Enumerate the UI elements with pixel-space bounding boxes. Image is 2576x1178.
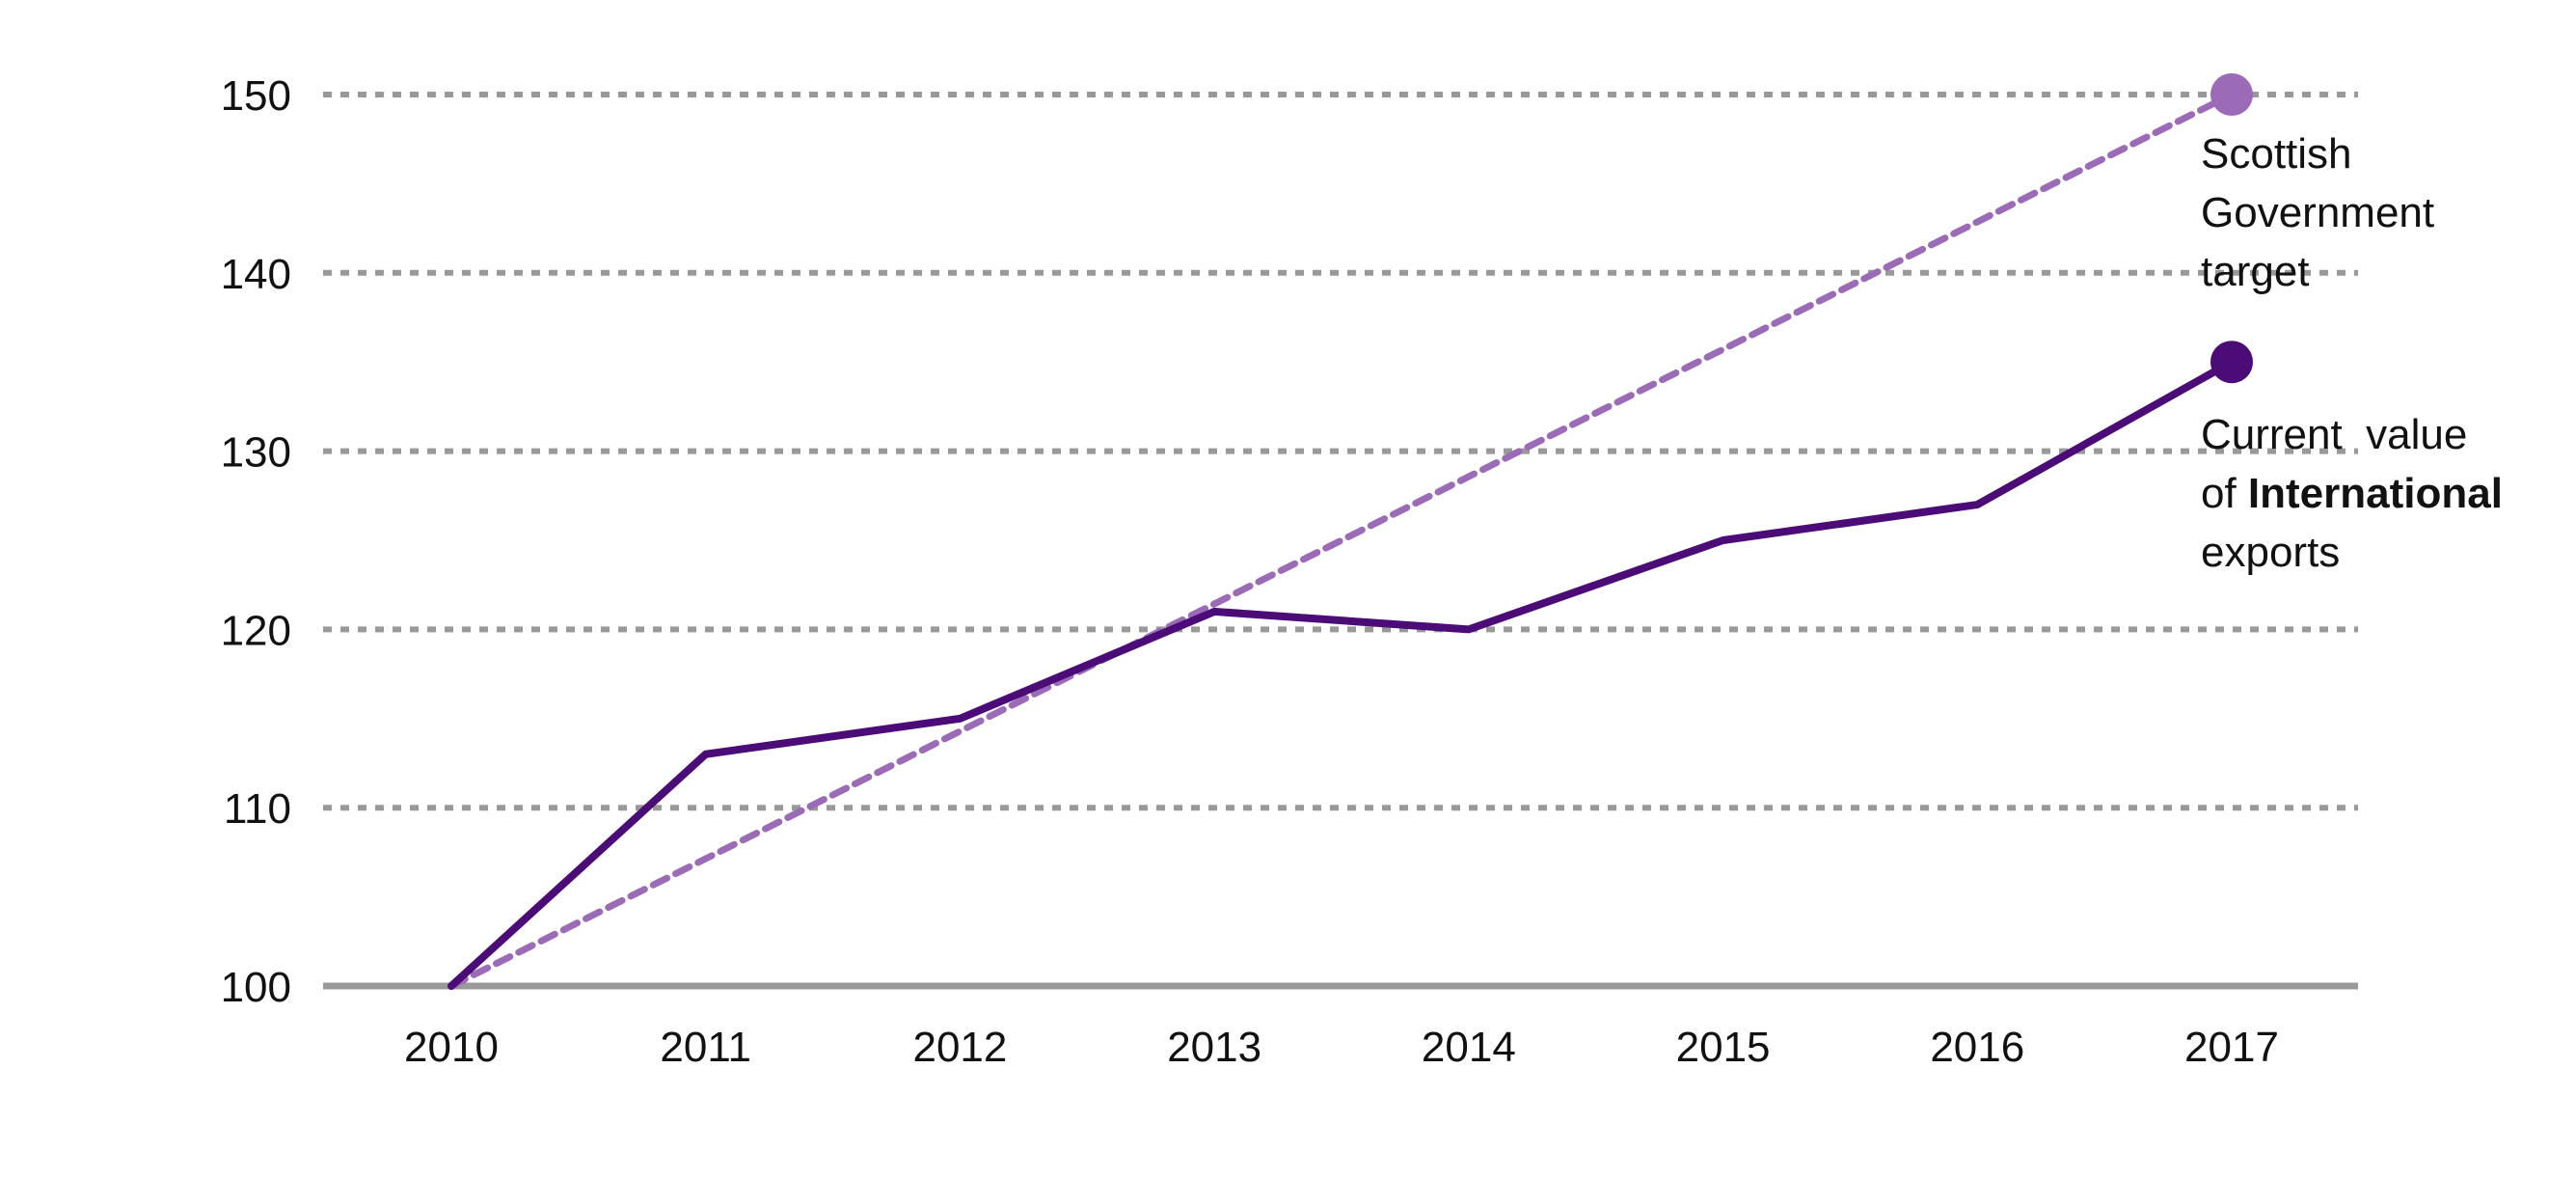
y-tick-label-100: 100 — [221, 964, 291, 1011]
target-label-line1: Scottish — [2201, 130, 2352, 178]
x-tick-label-2014: 2014 — [1422, 1024, 1516, 1071]
series-line-current — [447, 358, 2236, 990]
y-tick-label-110: 110 — [224, 785, 291, 833]
y-tick-label-140: 140 — [221, 251, 291, 298]
target-label-line3: target — [2201, 248, 2310, 295]
current-label-line1: Current value — [2201, 411, 2467, 458]
x-tick-label-2015: 2015 — [1676, 1024, 1771, 1071]
annotations: Scottish Government target Current value… — [2201, 130, 2514, 576]
current-label-line3: exports — [2201, 529, 2340, 576]
x-tick-label-2016: 2016 — [1930, 1024, 2024, 1071]
current-label-line2-bold: International — [2248, 470, 2503, 517]
x-tick-label-2017: 2017 — [2184, 1024, 2279, 1071]
x-tick-label-2013: 2013 — [1167, 1024, 1261, 1071]
target-label-line2: Government — [2201, 189, 2434, 236]
series-lines — [447, 73, 2253, 990]
x-axis-ticks: 2010 2011 2012 2013 2014 2015 2016 2017 — [404, 1024, 2279, 1071]
series-line-target — [447, 91, 2236, 990]
grid-lines — [323, 92, 2358, 990]
y-tick-label-130: 130 — [221, 429, 291, 477]
y-tick-label-120: 120 — [221, 607, 291, 654]
x-tick-label-2010: 2010 — [404, 1024, 499, 1071]
series-endpoint-target — [2210, 73, 2253, 116]
target-label: Scottish Government target — [2201, 130, 2446, 295]
y-axis-ticks: 100 110 120 130 140 150 — [221, 72, 291, 1011]
x-tick-label-2012: 2012 — [912, 1024, 1007, 1071]
x-tick-label-2011: 2011 — [660, 1024, 751, 1071]
y-tick-label-150: 150 — [221, 72, 291, 120]
current-label: Current value of International exports — [2201, 411, 2514, 576]
series-endpoint-current — [2210, 341, 2253, 384]
current-label-line2-prefix: of — [2201, 470, 2248, 517]
